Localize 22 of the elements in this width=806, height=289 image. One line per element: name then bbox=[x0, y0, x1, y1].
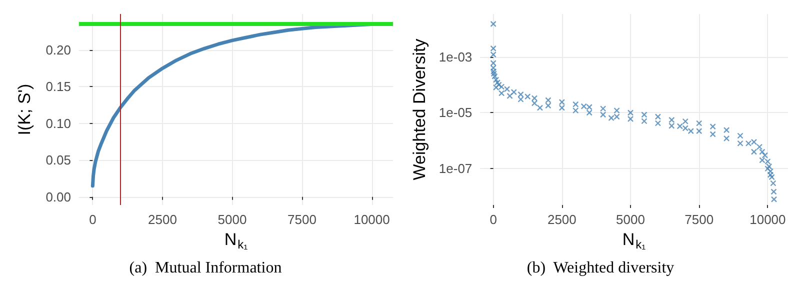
x-tick-label: 10000 bbox=[354, 212, 390, 227]
y-tick-label: 0.20 bbox=[46, 42, 71, 58]
x-tick-label: 5000 bbox=[218, 212, 247, 227]
y-axis-title: Weighted Diversity bbox=[410, 38, 429, 180]
x-tick-label: 10000 bbox=[750, 212, 786, 227]
x-tick-label: 7500 bbox=[288, 212, 316, 227]
x-tick-label: 2500 bbox=[148, 212, 177, 227]
y-tick-label: 0.10 bbox=[46, 116, 71, 131]
y-tick-label: 1e-07 bbox=[438, 161, 472, 176]
x-tick-label: 2500 bbox=[547, 212, 576, 227]
y-tick-label: 0.05 bbox=[46, 152, 71, 168]
x-tick-label: 5000 bbox=[616, 212, 645, 227]
text: (a) Mutual Information bbox=[129, 260, 282, 276]
y-axis-title: I(K; S') bbox=[15, 84, 34, 136]
x-tick-label: 7500 bbox=[684, 212, 714, 227]
y-tick-label: 1e-05 bbox=[438, 105, 472, 120]
y-tick-label: 1e-03 bbox=[438, 49, 472, 64]
x-tick-label: 0 bbox=[490, 212, 497, 227]
y-tick-label: 0.15 bbox=[46, 79, 71, 94]
text: (b) Weighted diversity bbox=[526, 260, 674, 276]
x-tick-label: 0 bbox=[89, 212, 96, 227]
y-tick-label: 0.00 bbox=[46, 189, 71, 204]
